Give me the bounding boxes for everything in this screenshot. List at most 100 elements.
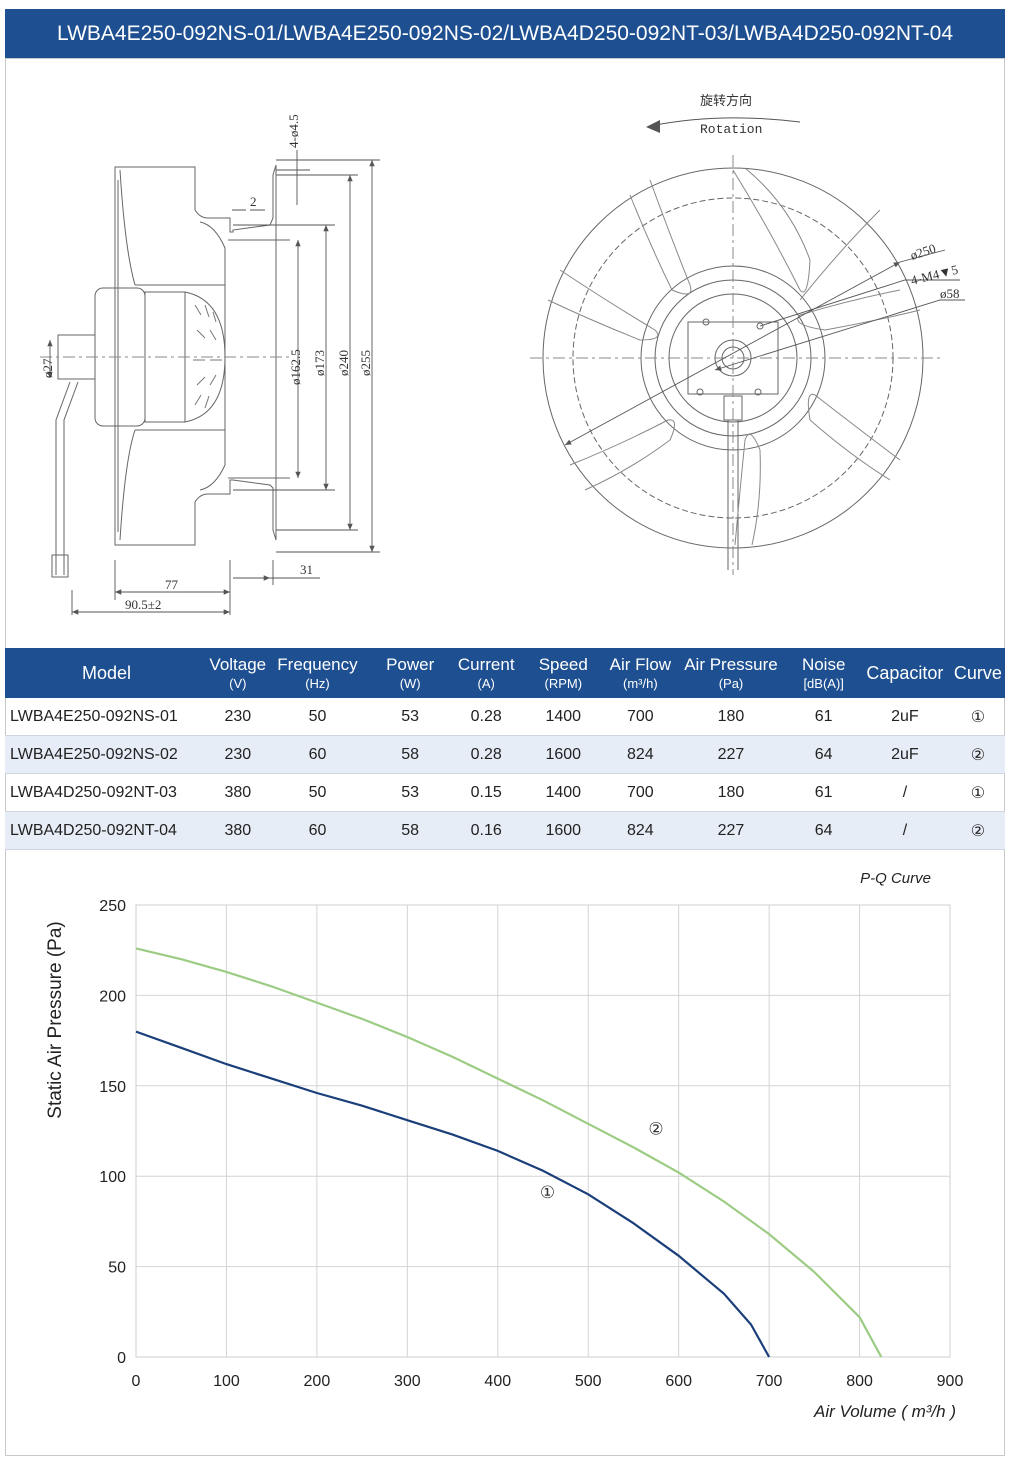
dim-holes: 4-ø4.5 (286, 114, 301, 148)
cell-curve: ① (950, 698, 1005, 736)
cell-speed: 1400 (519, 773, 608, 812)
y-tick-label: 100 (99, 1169, 126, 1186)
series-label-2: ② (648, 1120, 663, 1140)
page-header: LWBA4E250-092NS-01/LWBA4E250-092NS-02/LW… (5, 9, 1005, 59)
cell-airpressure: 227 (673, 811, 789, 850)
cell-voltage: 380 (208, 811, 268, 850)
dim-255: ø255 (358, 350, 373, 376)
rotation-en: Rotation (700, 122, 762, 137)
cell-speed: 1600 (519, 811, 608, 850)
chart-grid (135, 904, 951, 1358)
cell-frequency: 50 (267, 773, 368, 812)
cell-capacitor: / (859, 773, 951, 812)
pq-curve-chart: 0 100 200 300 400 500 600 700 800 900 0 50 100 150 200… (45, 870, 963, 1421)
y-tick-label: 150 (99, 1079, 126, 1096)
cell-model: LWBA4E250-092NS-02 (5, 735, 209, 774)
side-view: 4-ø4.5 2 ø27 ø162.5 ø173 ø240 ø255 77 90… (40, 114, 380, 615)
dim-173: ø173 (312, 350, 327, 376)
cell-current: 0.16 (452, 811, 520, 850)
series-line-1 (135, 1030, 771, 1358)
cell-capacitor: 2uF (859, 698, 951, 736)
x-tick-label: 0 (132, 1373, 141, 1390)
cell-airflow: 700 (607, 773, 674, 812)
col-current: Current (A) (452, 648, 520, 698)
col-voltage: Voltage (V) (208, 648, 268, 698)
chart-title: P-Q Curve (860, 870, 931, 887)
cell-model: LWBA4D250-092NT-04 (5, 811, 209, 850)
y-tick-label: 0 (117, 1350, 126, 1367)
x-tick-label: 300 (394, 1373, 421, 1390)
cell-current: 0.28 (452, 698, 520, 736)
cell-speed: 1400 (519, 698, 608, 736)
table-row: LWBA4D250-092NT-04 380 60 58 0.16 1600 8… (5, 811, 1005, 850)
chart-series: ①② (135, 947, 883, 1358)
cell-current: 0.28 (452, 735, 520, 774)
col-airflow: Air Flow (m³/h) (607, 648, 674, 698)
x-axis-label: Air Volume ( m³/h ) (813, 1402, 956, 1421)
cell-curve: ① (950, 773, 1005, 812)
spec-table: Model Voltage (V) Frequency (Hz) Power (W) … (5, 648, 1005, 850)
cell-speed: 1600 (519, 735, 608, 774)
x-tick-label: 500 (575, 1373, 602, 1390)
dim-250: ø250 (908, 241, 937, 263)
series-line-2 (135, 947, 883, 1358)
cell-airflow: 700 (607, 698, 674, 736)
col-noise: Noise [dB(A)] (788, 648, 860, 698)
table-row: LWBA4E250-092NS-02 230 60 58 0.28 1600 8… (5, 735, 1005, 774)
cell-airpressure: 180 (673, 773, 789, 812)
dim-31: 31 (300, 562, 313, 577)
dim-2: 2 (250, 194, 257, 209)
x-tick-label: 100 (213, 1373, 240, 1390)
plot-area (135, 904, 951, 1358)
col-power: Power (W) (367, 648, 453, 698)
cell-power: 53 (367, 773, 453, 812)
cell-model: LWBA4E250-092NS-01 (5, 698, 209, 736)
col-speed: Speed (RPM) (519, 648, 608, 698)
cell-noise: 61 (788, 698, 860, 736)
dim-m4: 4-M4▼5 (909, 262, 959, 288)
y-tick-label: 200 (99, 988, 126, 1005)
cell-airflow: 824 (607, 735, 674, 774)
y-tick-label: 250 (99, 898, 126, 915)
chart-axes: 0 100 200 300 400 500 600 700 800 900 0 50 100 150 200… (99, 898, 963, 1390)
cell-power: 58 (367, 811, 453, 850)
cell-curve: ② (950, 735, 1005, 774)
y-tick-label: 50 (108, 1260, 126, 1277)
rotation-cn: 旋转方向 (700, 93, 752, 109)
header-title: LWBA4E250-092NS-01/LWBA4E250-092NS-02/LW… (56, 22, 954, 45)
col-frequency: Frequency (Hz) (267, 648, 368, 698)
dim-27: ø27 (40, 358, 55, 378)
dim-162: ø162.5 (288, 349, 303, 385)
col-curve: Curve (950, 648, 1005, 698)
cell-capacitor: / (859, 811, 951, 850)
x-tick-label: 400 (484, 1373, 511, 1390)
table-row: LWBA4D250-092NT-03 380 50 53 0.15 1400 7… (5, 773, 1005, 812)
cell-power: 53 (367, 698, 453, 736)
table-header-row: Model Voltage (V) Frequency (Hz) Power (W) … (5, 648, 1005, 698)
cell-airpressure: 227 (673, 735, 789, 774)
cell-frequency: 60 (267, 811, 368, 850)
x-tick-label: 600 (665, 1373, 692, 1390)
cell-frequency: 60 (267, 735, 368, 774)
x-tick-label: 200 (304, 1373, 331, 1390)
cell-noise: 64 (788, 735, 860, 774)
dim-240: ø240 (336, 350, 351, 376)
cell-noise: 61 (788, 773, 860, 812)
cell-voltage: 230 (208, 735, 268, 774)
cell-model: LWBA4D250-092NT-03 (5, 773, 209, 812)
x-tick-label: 900 (937, 1373, 964, 1390)
x-tick-label: 800 (846, 1373, 873, 1390)
cell-power: 58 (367, 735, 453, 774)
cell-current: 0.15 (452, 773, 520, 812)
col-airpressure: Air Pressure (Pa) (673, 648, 789, 698)
cell-voltage: 230 (208, 698, 268, 736)
series-label-1: ① (540, 1183, 555, 1203)
dim-90: 90.5±2 (125, 597, 161, 612)
dim-77: 77 (165, 577, 179, 592)
cell-airflow: 824 (607, 811, 674, 850)
table-row: LWBA4E250-092NS-01 230 50 53 0.28 1400 7… (5, 698, 1005, 736)
dimension-drawing: 4-ø4.5 2 ø27 ø162.5 ø173 ø240 ø255 77 90… (40, 93, 965, 615)
front-view: 旋转方向 Rotation ø250 4-M4▼5 ø58 (530, 93, 965, 575)
cell-voltage: 380 (208, 773, 268, 812)
col-model: Model (5, 648, 209, 698)
